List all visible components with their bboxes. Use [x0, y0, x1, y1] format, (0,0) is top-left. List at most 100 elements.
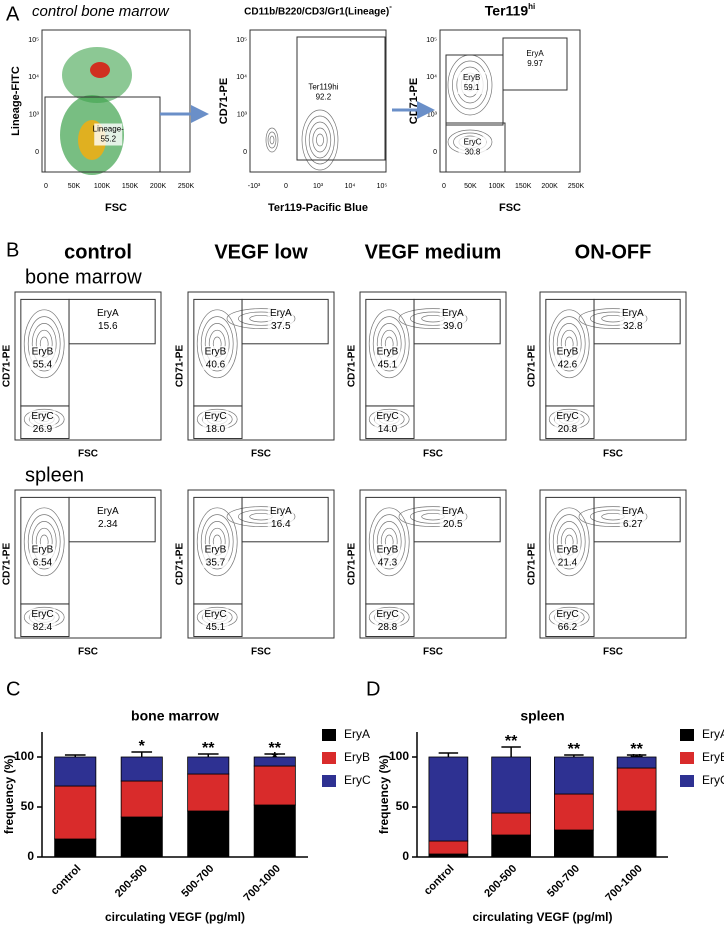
- x-tick-label: 10⁵: [377, 183, 388, 190]
- gate: [365, 405, 415, 440]
- axis-label: CD71-PE: [175, 543, 186, 586]
- y-tick-label: 10⁴: [426, 74, 437, 81]
- gate: [545, 603, 595, 638]
- contour: [23, 309, 65, 379]
- contour: [200, 514, 234, 570]
- gate-value: 92.2: [316, 92, 332, 101]
- gate-value: 42.6: [558, 360, 578, 371]
- plot-title: control bone marrow: [32, 3, 170, 20]
- title-superscript: hi: [528, 2, 535, 11]
- y-tick-label: 0: [402, 849, 409, 863]
- axis-label: frequency (%): [2, 755, 16, 834]
- bar-segment: [616, 756, 657, 769]
- contour: [267, 131, 277, 149]
- gate-name: EryC: [31, 411, 53, 422]
- bar-segment: [120, 756, 163, 782]
- gate-label-bg: [94, 307, 121, 332]
- contour: [226, 506, 296, 527]
- significance: **: [269, 740, 282, 757]
- gate-value: 55.4: [33, 360, 53, 371]
- y-tick-label: 10⁵: [236, 37, 247, 44]
- contour: [398, 506, 468, 527]
- gate-name: EryB: [377, 545, 399, 556]
- gate-label-bg: [374, 544, 401, 569]
- gate-value: 30.8: [465, 148, 481, 157]
- gate-name: EryC: [204, 411, 226, 422]
- x-tick-label: 150K: [122, 183, 139, 190]
- legend-label: EryA: [344, 727, 370, 741]
- gate-label-bg: [202, 608, 229, 633]
- row-label: bone marrow: [25, 266, 142, 288]
- x-tick-label: 0: [284, 183, 288, 190]
- contour: [316, 133, 324, 147]
- gate-value: 37.5: [271, 321, 291, 332]
- y-tick-label: 10⁵: [28, 37, 39, 44]
- column-header: control: [64, 241, 132, 263]
- gate-label-bg: [619, 307, 646, 332]
- y-tick-label: 100: [14, 749, 34, 763]
- y-tick-label: 10⁴: [28, 74, 39, 81]
- bar-segment: [428, 853, 469, 858]
- x-tick-label: 700-1000: [603, 863, 644, 904]
- contour: [552, 514, 586, 570]
- axis-label: Lineage-FITC: [10, 66, 22, 136]
- column-header: VEGF low: [214, 241, 308, 263]
- panel-label: B: [6, 239, 19, 261]
- gate: [545, 405, 595, 440]
- bar-segment: [428, 756, 469, 842]
- gate-label-bg: [309, 81, 338, 104]
- gate: [296, 36, 386, 161]
- axis-label: FSC: [251, 647, 271, 658]
- gate-name: EryA: [442, 506, 464, 517]
- contour: [308, 121, 332, 159]
- gate-value: 32.8: [623, 321, 643, 332]
- contour: [27, 316, 61, 372]
- gate-value: 20.5: [443, 519, 463, 530]
- gate-label-bg: [29, 544, 56, 569]
- plot-title: CD11b/B220/CD3/Gr1(Lineage)-: [244, 2, 392, 18]
- bar-segment: [428, 840, 469, 855]
- bar-segment: [120, 816, 163, 858]
- contour: [196, 507, 238, 577]
- axis-label: CD71-PE: [218, 78, 230, 124]
- axis-label: CD71-PE: [2, 543, 13, 586]
- gate: [20, 603, 70, 638]
- bar-segment: [554, 793, 594, 831]
- gate-name: EryB: [32, 347, 54, 358]
- gate-name: EryC: [376, 411, 398, 422]
- plot-frame: [359, 489, 507, 639]
- y-tick-label: 50: [396, 799, 410, 813]
- bar-segment: [120, 780, 163, 818]
- gate-name: Ter119hi: [308, 82, 338, 91]
- significance: **: [568, 741, 581, 758]
- bar-segment: [187, 810, 230, 858]
- significance: **: [202, 740, 215, 757]
- contour: [398, 308, 468, 329]
- gate-value: 55.2: [100, 135, 116, 144]
- contour: [548, 309, 590, 379]
- gate-name: EryC: [556, 411, 578, 422]
- gate-label-bg: [29, 608, 56, 633]
- plot-frame: [14, 291, 162, 441]
- contour: [226, 308, 296, 329]
- x-tick-label: control: [49, 863, 84, 898]
- contour: [269, 135, 275, 145]
- axis-label: CD71-PE: [408, 78, 420, 124]
- gate-name: EryC: [204, 609, 226, 620]
- bar-segment: [616, 810, 657, 858]
- gate: [20, 405, 70, 440]
- gate-value: 26.9: [33, 424, 53, 435]
- y-tick-label: 0: [35, 149, 39, 156]
- gate-label-bg: [619, 505, 646, 530]
- contour: [305, 115, 335, 165]
- column-header: VEGF medium: [365, 241, 502, 263]
- gate-label-bg: [29, 346, 56, 371]
- gate-label-bg: [554, 346, 581, 371]
- legend-label: EryA: [702, 727, 724, 741]
- contour: [23, 507, 65, 577]
- gate-value: 28.8: [378, 622, 398, 633]
- x-tick-label: 200K: [541, 183, 558, 190]
- gate-label-bg: [94, 123, 123, 146]
- axis-label: CD71-PE: [527, 543, 538, 586]
